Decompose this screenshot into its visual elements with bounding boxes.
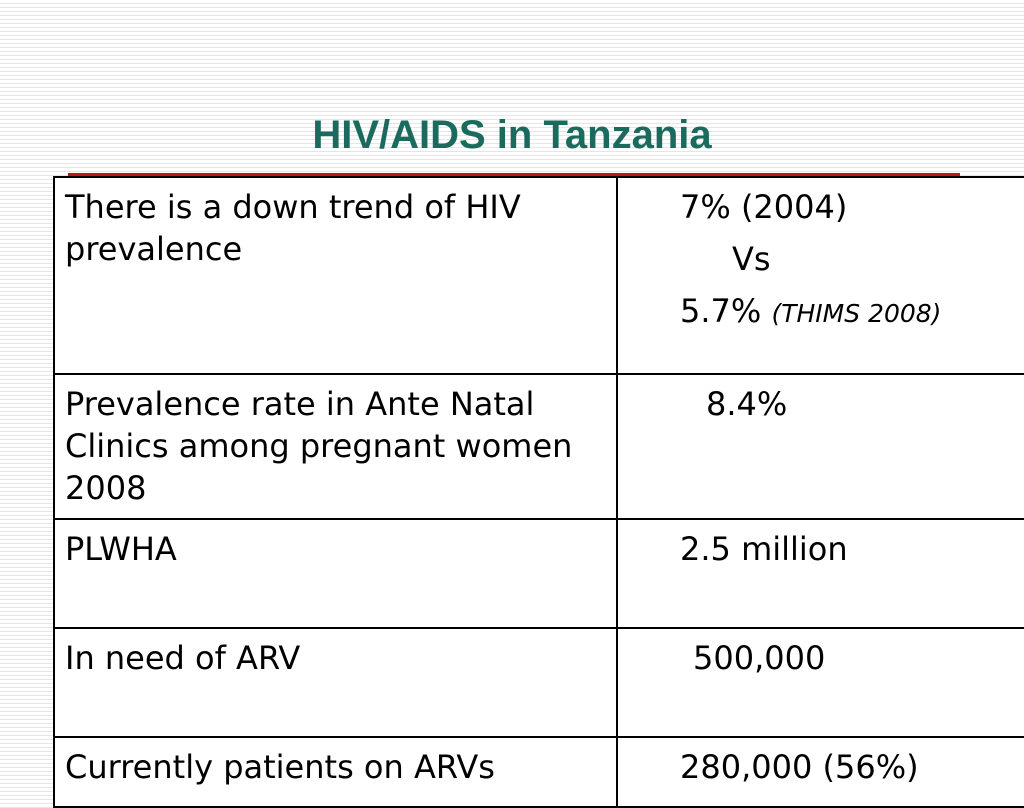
value-text: 2.5 million [680,530,848,568]
value-line: 5.7% (THIMS 2008) [680,290,1024,332]
slide-title: HIV/AIDS in Tanzania [312,113,712,157]
title-underline [68,173,960,176]
value-line: Vs [732,240,771,278]
value-number: 5.7% [680,292,762,330]
table-row: There is a down trend of HIV prevalence … [53,176,1024,375]
table-row: Prevalence rate in Ante Natal Clinics am… [53,373,1024,520]
row-label: In need of ARV [53,627,618,738]
row-value: 280,000 (56%) [616,736,1024,808]
row-value: 7% (2004) Vs 5.7% (THIMS 2008) [616,176,1024,375]
value-line: 7% (2004) [680,188,848,226]
table-row: Currently patients on ARVs 280,000 (56%) [53,736,1024,808]
table-row: PLWHA 2.5 million [53,518,1024,629]
value-text: 500,000 [693,639,826,677]
row-label: Currently patients on ARVs [53,736,618,808]
row-value: 2.5 million [616,518,1024,629]
content-table: There is a down trend of HIV prevalence … [53,176,1024,808]
row-value: 8.4% [616,373,1024,520]
row-value: 500,000 [616,627,1024,738]
table-row: In need of ARV 500,000 [53,627,1024,738]
value-text: 8.4% [706,385,788,423]
row-label: PLWHA [53,518,618,629]
value-text: 280,000 (56%) [680,748,919,786]
source-note: (THIMS 2008) [771,299,942,328]
row-label: Prevalence rate in Ante Natal Clinics am… [53,373,618,520]
row-label: There is a down trend of HIV prevalence [53,176,618,375]
